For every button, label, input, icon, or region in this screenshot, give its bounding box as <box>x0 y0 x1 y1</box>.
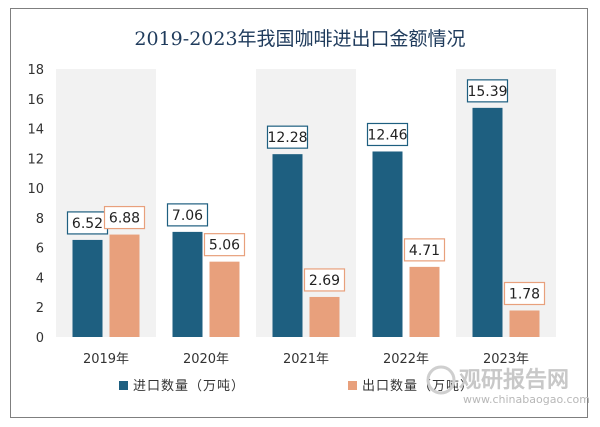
export-bar-0 <box>109 234 140 337</box>
bar-chart: 2019-2023年我国咖啡进出口金额情况 0 2 4 6 8 10 12 14 16 18 6.… <box>27 28 589 406</box>
import-bar-0 <box>72 239 103 337</box>
plot-band-0 <box>56 69 156 337</box>
chart-title: 2019-2023年我国咖啡进出口金额情况 <box>134 28 465 50</box>
plot-band-3 <box>356 69 456 337</box>
export-label-box-2 <box>303 268 346 292</box>
watermark-brand: 观研报告网 <box>459 368 569 393</box>
export-data-label-2: 2.69 <box>309 273 340 289</box>
export-bar-4 <box>509 310 540 337</box>
export-bar-3 <box>409 266 440 337</box>
y-tick-label: 10 <box>27 182 44 197</box>
plot-band-2 <box>256 69 356 337</box>
watermark-url: www.chinabaogao.com <box>463 393 589 406</box>
export-label-box-4 <box>503 281 546 306</box>
x-tick-label: 2021年 <box>283 352 329 367</box>
import-label-box-2 <box>266 125 309 149</box>
legend: 进口数量（万吨） 出口数量（万吨） <box>119 379 474 394</box>
import-bar-1 <box>172 231 203 337</box>
x-tick-label: 2020年 <box>183 352 229 367</box>
legend-swatch-import <box>119 381 128 390</box>
import-bar-2 <box>272 154 303 337</box>
y-tick-label: 2 <box>36 301 44 316</box>
y-tick-label: 16 <box>27 93 44 108</box>
import-label-box-1 <box>166 203 209 227</box>
y-axis: 0 2 4 6 8 10 12 14 16 18 <box>27 63 44 346</box>
import-bar-4 <box>472 107 503 337</box>
export-data-label-0: 6.88 <box>109 211 140 227</box>
legend-label-export: 出口数量（万吨） <box>362 379 474 394</box>
y-tick-label: 4 <box>36 271 44 286</box>
legend-swatch-export <box>348 381 357 390</box>
bars <box>72 107 540 337</box>
chart-frame: 2019-2023年我国咖啡进出口金额情况 0 2 4 6 8 10 12 14 16 18 6.… <box>10 8 589 418</box>
export-label-box-0 <box>103 205 146 230</box>
y-tick-label: 6 <box>36 242 44 257</box>
import-label-box-3 <box>366 122 409 147</box>
legend-label-import: 进口数量（万吨） <box>133 379 245 394</box>
y-tick-label: 0 <box>36 331 44 346</box>
x-axis: 2019年 2020年 2021年 2022年 2023年 <box>83 352 529 367</box>
export-label-box-1 <box>203 233 246 257</box>
import-bar-3 <box>372 151 403 337</box>
import-data-label-1: 7.06 <box>172 208 203 224</box>
import-data-label-4: 15.39 <box>467 84 507 100</box>
y-tick-label: 14 <box>27 123 44 138</box>
x-tick-label: 2019年 <box>83 352 129 367</box>
import-data-label-2: 12.28 <box>267 130 307 146</box>
export-bar-1 <box>209 261 240 337</box>
watermark-logo-icon <box>426 365 456 395</box>
import-data-label-0: 6.52 <box>72 216 103 232</box>
export-data-label-4: 1.78 <box>509 286 540 302</box>
x-tick-label: 2023年 <box>483 352 529 367</box>
export-data-label-1: 5.06 <box>209 238 240 254</box>
import-label-box-4 <box>466 79 509 103</box>
x-tick-label: 2022年 <box>383 352 429 367</box>
export-data-label-3: 4.71 <box>409 243 440 259</box>
data-labels: 6.52 7.06 12.28 12.46 15.39 6.88 5.06 2.69 4.71 1… <box>66 79 546 306</box>
plot-band-1 <box>156 69 256 337</box>
export-bar-2 <box>309 296 340 337</box>
y-tick-label: 8 <box>36 212 44 227</box>
import-data-label-3: 12.46 <box>367 127 407 143</box>
y-tick-label: 12 <box>27 152 44 167</box>
y-tick-label: 18 <box>27 63 44 78</box>
watermark: 观研报告网 www.chinabaogao.com <box>426 365 589 406</box>
export-label-box-3 <box>403 238 446 262</box>
